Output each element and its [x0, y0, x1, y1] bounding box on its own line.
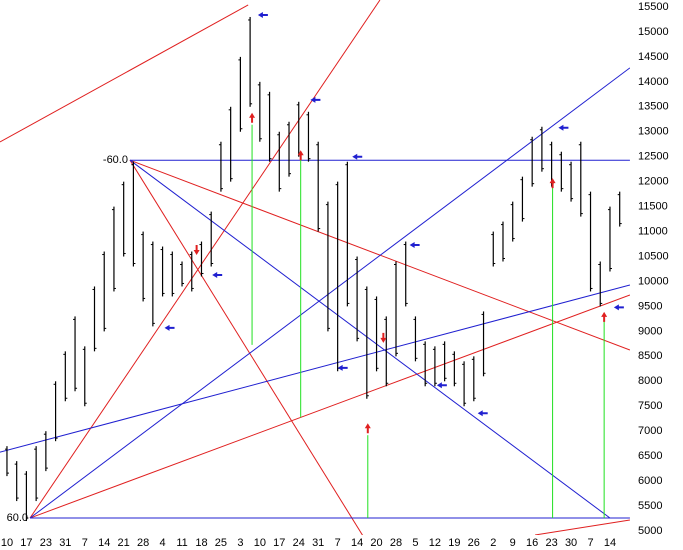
trend-line	[29, 294, 630, 519]
y-tick-label: 11500	[638, 201, 668, 213]
y-tick-label: 13500	[638, 101, 669, 113]
x-tick-label: 14	[604, 537, 616, 549]
y-tick-label: 5000	[638, 525, 662, 537]
y-tick-label: 6000	[638, 475, 662, 487]
x-tick-label: 17	[20, 537, 32, 549]
signal-arrow	[337, 364, 348, 371]
trend-line	[29, 67, 630, 519]
x-tick-label: 10	[1, 537, 13, 549]
y-tick-label: 13000	[638, 126, 669, 138]
x-tick-label: 31	[59, 537, 71, 549]
y-tick-label: 8500	[638, 350, 662, 362]
x-tick-label: 12	[429, 537, 441, 549]
y-tick-label: 10000	[638, 275, 669, 287]
x-tick-label: 23	[40, 537, 52, 549]
y-tick-label: 14500	[638, 51, 669, 63]
x-tick-label: 30	[565, 537, 577, 549]
y-tick-label: 15000	[638, 26, 669, 38]
x-tick-label: 7	[587, 537, 593, 549]
x-tick-label: 21	[118, 537, 130, 549]
x-tick-label: 14	[98, 537, 110, 549]
x-tick-label: 5	[412, 537, 418, 549]
x-tick-label: 23	[545, 537, 557, 549]
x-tick-label: 14	[351, 537, 363, 549]
y-tick-label: 5500	[638, 500, 662, 512]
x-tick-label: 4	[160, 537, 166, 549]
y-tick-label: 8000	[638, 375, 662, 387]
x-tick-label: 17	[273, 537, 285, 549]
trend-line	[29, 0, 381, 519]
x-tick-label: 3	[237, 537, 243, 549]
x-tick-label: 31	[312, 537, 324, 549]
signal-arrow	[409, 242, 420, 249]
y-tick-label: 6500	[638, 450, 662, 462]
x-tick-label: 26	[468, 537, 480, 549]
plot-area	[0, 0, 630, 535]
x-tick-label: 9	[510, 537, 516, 549]
signal-arrow	[212, 271, 223, 278]
y-tick-label: 14000	[638, 76, 669, 88]
x-tick-label: 11	[176, 537, 187, 549]
signal-arrow	[613, 304, 624, 311]
signal-arrow	[477, 410, 488, 417]
signal-arrow	[164, 324, 175, 331]
x-tick-label: 28	[137, 537, 149, 549]
trend-line	[535, 519, 630, 535]
y-tick-label: 10500	[638, 250, 669, 262]
x-tick-label: 2	[490, 537, 496, 549]
signal-arrow	[352, 153, 363, 160]
trend-line	[129, 159, 611, 519]
x-tick-label: 25	[215, 537, 227, 549]
y-tick-label: 11000	[638, 225, 668, 237]
y-tick-label: 12500	[638, 151, 669, 163]
x-tick-label: 16	[526, 537, 538, 549]
trend-line	[0, 4, 249, 143]
y-tick-label: 7500	[638, 400, 662, 412]
signal-arrow	[601, 311, 608, 322]
signal-arrow	[558, 124, 569, 131]
signal-arrow	[364, 423, 371, 434]
x-tick-label: 7	[335, 537, 341, 549]
signal-arrow	[249, 112, 256, 123]
x-tick-label: 19	[448, 537, 460, 549]
signal-arrow	[436, 382, 447, 389]
level-label: 60.0	[7, 512, 28, 524]
y-tick-label: 9500	[638, 300, 662, 312]
x-tick-label: 10	[254, 537, 266, 549]
x-tick-label: 20	[370, 537, 382, 549]
signal-arrow	[257, 11, 268, 18]
x-tick-label: 18	[195, 537, 207, 549]
signal-arrow	[297, 150, 304, 161]
signal-arrow	[549, 178, 556, 189]
trend-line	[129, 159, 363, 535]
x-tick-label: 28	[390, 537, 402, 549]
signal-arrow	[310, 96, 321, 103]
signal-arrow	[193, 245, 200, 256]
x-tick-label: 24	[293, 537, 305, 549]
x-tick-label: 7	[82, 537, 88, 549]
y-tick-label: 9000	[638, 325, 662, 337]
y-tick-label: 15500	[638, 1, 669, 13]
level-label: -60.0	[103, 154, 128, 166]
trend-line	[0, 284, 630, 453]
y-tick-label: 12000	[638, 176, 669, 188]
y-tick-label: 7000	[638, 425, 662, 437]
signal-arrow	[380, 332, 387, 343]
